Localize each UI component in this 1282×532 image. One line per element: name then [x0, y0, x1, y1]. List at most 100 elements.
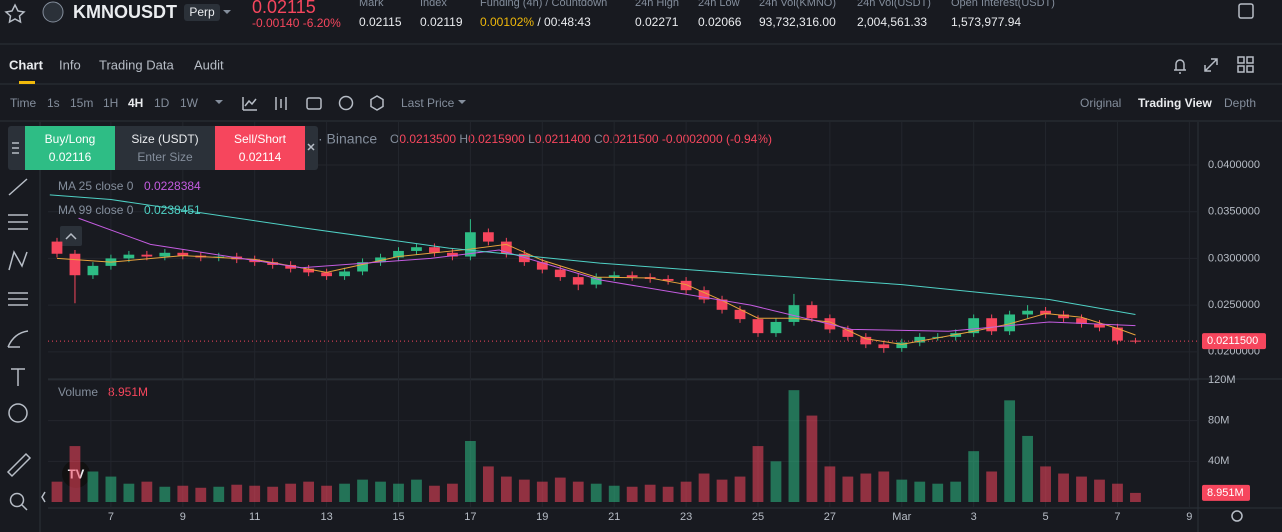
symbol[interactable]: KMNOUSDT [73, 2, 177, 22]
volume-bar [159, 486, 171, 502]
volume-bar [824, 466, 836, 502]
stat-label: Index [420, 0, 447, 9]
candle-body [69, 253, 81, 276]
coin-logo [42, 1, 64, 23]
pattern-tool[interactable] [8, 250, 28, 271]
size-input[interactable]: Enter Size [137, 150, 193, 164]
trend-line-tool[interactable] [8, 178, 28, 196]
high-label: H [459, 132, 468, 146]
tab[interactable]: Chart [9, 57, 44, 72]
volume-bar [213, 486, 225, 502]
candle-body [986, 318, 998, 332]
fullscreen-icon[interactable] [1204, 58, 1218, 72]
ohlc-legend: O0.0213500 H0.0215900 L0.0211400 C0.0211… [390, 132, 772, 146]
candle-body [860, 336, 872, 345]
sell-button[interactable] [215, 126, 305, 170]
settings-icon[interactable] [1238, 3, 1254, 19]
volume-bar [303, 481, 315, 502]
interval[interactable]: 1W [180, 96, 199, 110]
sell-price[interactable]: 0.02114 [239, 150, 282, 164]
tab[interactable]: Info [59, 57, 81, 72]
volume-bar [1022, 435, 1033, 502]
axis-settings[interactable] [1231, 510, 1243, 522]
volume-tick-label: 80M [1208, 415, 1229, 427]
interval[interactable]: Time [10, 96, 37, 110]
layout-icon[interactable] [1237, 56, 1254, 73]
y-tick-label: 0.0300000 [1208, 252, 1260, 264]
candle-body [1022, 310, 1033, 315]
volume-bar [321, 485, 332, 502]
price-source[interactable]: Last Price [401, 96, 455, 110]
low-label: L [528, 132, 535, 146]
tab[interactable]: Trading Data [99, 57, 174, 72]
lines-tool[interactable] [8, 214, 28, 230]
add-icon[interactable] [338, 95, 354, 111]
volume-bar [429, 485, 440, 502]
indicator-icon[interactable] [242, 97, 257, 111]
x-tick-label: 17 [464, 511, 476, 523]
volume-bar [1094, 479, 1105, 502]
interval[interactable]: 4H [128, 96, 143, 110]
ruler-tool[interactable] [6, 452, 32, 478]
interval[interactable]: 1H [103, 96, 118, 110]
settings-hex-icon[interactable] [370, 95, 384, 111]
snapshot-icon[interactable] [306, 97, 322, 110]
volume-bar [482, 466, 494, 502]
dropdown-icon[interactable] [223, 10, 231, 14]
stat-value-extra: / 00:48:43 [537, 15, 591, 29]
view-option[interactable]: Original [1080, 96, 1121, 110]
candle-body [357, 262, 368, 272]
more-intervals[interactable] [215, 100, 223, 104]
volume-bar [806, 415, 818, 502]
close-panel[interactable] [307, 143, 315, 151]
interval[interactable]: 1D [154, 96, 170, 110]
volume-bar [878, 471, 890, 502]
zoom-tool[interactable] [9, 492, 25, 508]
buy-price[interactable]: 0.02116 [49, 150, 92, 164]
volume-tick-label: 120M [1208, 374, 1236, 386]
interval[interactable]: 15m [70, 96, 93, 110]
candle-body [608, 275, 620, 278]
candle-body [698, 290, 710, 300]
price-source-caret[interactable] [458, 100, 466, 104]
buy-label[interactable]: Buy/Long [45, 132, 96, 146]
candle-body [393, 250, 404, 258]
x-tick-label: 25 [752, 511, 764, 523]
candle-body [1112, 327, 1123, 341]
fib-tool[interactable] [8, 292, 28, 306]
volume-bar [249, 485, 261, 502]
brush-tool[interactable] [7, 330, 29, 348]
volume-bar [87, 471, 99, 502]
volume-bar [51, 481, 63, 502]
volume-bar [177, 485, 189, 502]
view-option[interactable]: Depth [1224, 96, 1256, 110]
stat-value-main: 93,732,316.00 [759, 15, 836, 29]
view-option[interactable]: Trading View [1138, 96, 1212, 110]
sell-label[interactable]: Sell/Short [234, 132, 287, 146]
volume-bar [393, 483, 404, 502]
open-value: 0.0213500 [399, 132, 456, 146]
alert-icon[interactable] [1174, 59, 1186, 74]
collapse-toolbar[interactable] [41, 491, 46, 503]
favorite-icon[interactable] [4, 3, 26, 24]
tab[interactable]: Audit [194, 57, 224, 72]
last-price: 0.02115 [252, 0, 316, 17]
buy-button[interactable] [25, 126, 115, 170]
volume-bar [267, 486, 279, 502]
drag-handle[interactable] [12, 142, 19, 154]
stat-value-main: 2,004,561.33 [857, 15, 927, 29]
price-change: -0.00140 -6.20% [252, 16, 341, 30]
volume-bar [734, 476, 746, 502]
chart-type-icon[interactable] [275, 97, 287, 110]
text-tool[interactable] [11, 368, 25, 386]
stat-label: 24h Low [698, 0, 740, 9]
candle-body [87, 265, 99, 276]
interval[interactable]: 1s [47, 96, 60, 110]
candle-body [1040, 310, 1051, 315]
emoji-tool[interactable] [8, 403, 28, 423]
order-panel: Buy/Long 0.02116 Size (USDT) Enter Size … [8, 126, 318, 170]
collapse-legend[interactable] [60, 226, 82, 246]
candle-body [1130, 340, 1141, 342]
ma-legend-value: 0.0228384 [144, 179, 201, 193]
